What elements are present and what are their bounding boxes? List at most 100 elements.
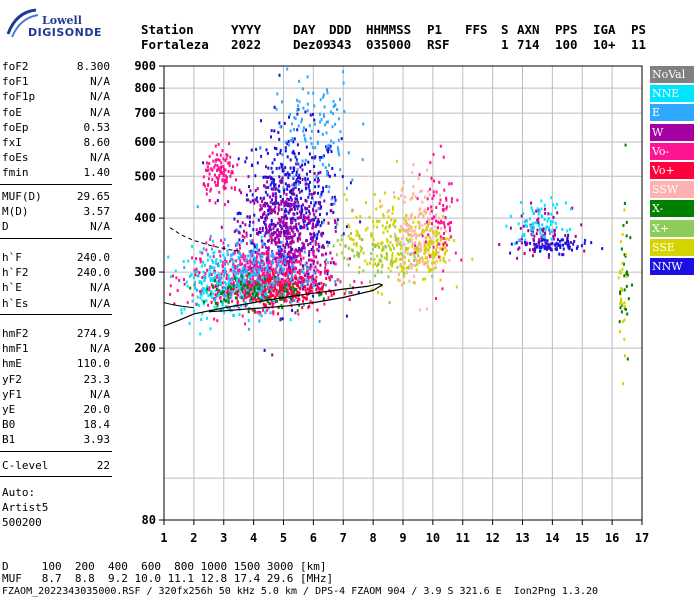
- echo-point: [261, 226, 264, 230]
- echo-point: [306, 207, 309, 211]
- param-name: foEp: [2, 120, 29, 134]
- echo-point: [245, 278, 248, 282]
- echo-point: [293, 298, 296, 302]
- echo-point: [509, 251, 512, 255]
- echo-point: [304, 279, 307, 282]
- header-value-2: Dez09: [293, 37, 331, 52]
- echo-point: [391, 254, 394, 258]
- echo-point: [260, 292, 263, 296]
- echo-point: [303, 225, 306, 229]
- echo-point: [301, 295, 304, 298]
- echo-point: [286, 204, 289, 208]
- echo-point: [210, 300, 213, 304]
- echo-point: [357, 252, 360, 256]
- header-label-8: AXN: [517, 22, 540, 37]
- echo-point: [568, 228, 571, 231]
- echo-point: [274, 287, 277, 291]
- echo-point: [377, 242, 380, 246]
- echo-point: [408, 229, 411, 232]
- echo-point: [269, 289, 272, 293]
- echo-point: [275, 233, 278, 237]
- echo-point: [332, 292, 335, 296]
- echo-point: [355, 244, 358, 248]
- echo-point: [311, 146, 314, 150]
- echo-point: [259, 276, 262, 280]
- echo-point: [404, 221, 407, 225]
- echo-point: [526, 219, 528, 223]
- echo-point: [318, 282, 321, 286]
- echo-point: [246, 288, 249, 292]
- echo-point: [242, 279, 245, 283]
- echo-point: [301, 282, 304, 286]
- echo-point: [562, 253, 565, 257]
- echo-point: [256, 243, 258, 247]
- echo-point: [281, 163, 284, 167]
- echo-point: [297, 162, 300, 166]
- param-row-group2-0: MUF(D) 29.65: [2, 190, 110, 205]
- echo-point: [262, 213, 264, 217]
- echo-point: [232, 284, 235, 288]
- echo-point: [211, 168, 214, 172]
- echo-point: [625, 220, 628, 224]
- echo-point: [411, 196, 414, 200]
- echo-point: [306, 216, 309, 220]
- echo-point: [273, 276, 275, 280]
- echo-point: [266, 269, 269, 273]
- echo-point: [267, 286, 270, 290]
- echo-point: [319, 170, 322, 174]
- echo-point: [219, 260, 222, 263]
- echo-point: [223, 187, 226, 191]
- echo-point: [270, 228, 273, 232]
- echo-point: [358, 265, 361, 269]
- echo-point: [254, 198, 257, 202]
- echo-point: [281, 292, 284, 296]
- echo-point: [312, 225, 315, 229]
- echo-point: [251, 241, 254, 245]
- echo-point: [269, 302, 272, 306]
- echo-point: [225, 291, 228, 295]
- echo-point: [536, 219, 539, 222]
- echo-point: [289, 266, 291, 270]
- echo-point: [234, 264, 237, 268]
- echo-point: [569, 207, 572, 211]
- echo-point: [260, 282, 263, 286]
- echo-point: [304, 207, 307, 211]
- echo-point: [237, 285, 240, 289]
- x-tick-label: 2: [190, 531, 197, 545]
- echo-point: [245, 198, 248, 202]
- param-name: foF1p: [2, 90, 36, 104]
- echo-point: [528, 217, 531, 221]
- echo-point: [289, 282, 291, 286]
- echo-point: [313, 232, 316, 236]
- echo-point: [209, 327, 212, 331]
- echo-point: [258, 312, 261, 316]
- echo-point: [313, 172, 316, 175]
- echo-point: [242, 265, 245, 269]
- echo-point: [268, 282, 270, 286]
- echo-point: [199, 332, 202, 336]
- echo-point: [538, 210, 541, 214]
- echo-point: [253, 285, 256, 289]
- echo-point: [293, 169, 295, 172]
- echo-point: [258, 286, 261, 290]
- echo-point: [349, 237, 352, 241]
- echo-point: [537, 221, 540, 225]
- echo-point: [435, 190, 438, 194]
- digisonde-logo: Lowell DIGISONDE: [2, 4, 132, 44]
- echo-point: [236, 212, 239, 216]
- echo-point: [417, 177, 420, 181]
- echo-point: [289, 113, 291, 116]
- echo-point: [531, 232, 534, 236]
- echo-point: [209, 237, 212, 241]
- echo-point: [326, 88, 328, 92]
- echo-point: [250, 285, 253, 289]
- echo-point: [400, 188, 403, 192]
- echo-point: [288, 287, 291, 291]
- echo-point: [522, 212, 525, 215]
- echo-point: [318, 293, 321, 297]
- echo-point: [375, 207, 378, 211]
- echo-point: [319, 158, 321, 162]
- echo-point: [277, 221, 280, 225]
- echo-point: [284, 255, 287, 259]
- echo-point: [326, 120, 329, 124]
